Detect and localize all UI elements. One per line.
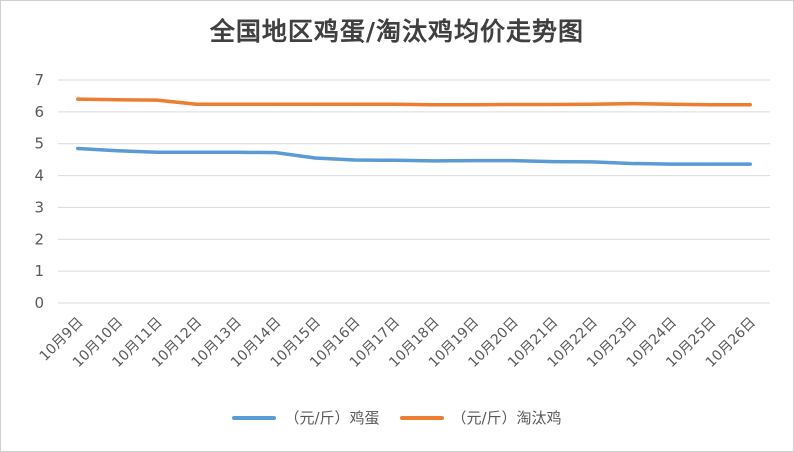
data-point-eggs (748, 162, 752, 166)
data-point-eggs (353, 158, 357, 162)
data-point-culled-hens (669, 102, 673, 106)
data-point-culled-hens (313, 102, 317, 106)
y-tick-label: 1 (34, 262, 44, 280)
data-point-culled-hens (194, 102, 198, 106)
data-point-culled-hens (115, 98, 119, 102)
data-point-eggs (194, 150, 198, 154)
data-point-culled-hens (274, 102, 278, 106)
data-point-eggs (669, 162, 673, 166)
legend-swatch-eggs (232, 415, 277, 420)
data-point-eggs (392, 158, 396, 162)
y-tick-label: 2 (34, 230, 44, 248)
data-point-eggs (274, 151, 278, 155)
y-tick-label: 7 (34, 71, 44, 89)
legend-item-culled-hens: （元/斤）淘汰鸡 (399, 407, 562, 428)
data-point-eggs (155, 150, 159, 154)
y-tick-label: 3 (34, 198, 44, 216)
y-axis-ticks: 0 1 2 3 4 5 6 7 (34, 71, 44, 312)
data-point-eggs (471, 159, 475, 163)
data-point-eggs (313, 156, 317, 160)
y-tick-label: 0 (34, 294, 44, 312)
legend-item-eggs: （元/斤）鸡蛋 (232, 407, 380, 428)
data-point-eggs (630, 162, 634, 165)
data-point-culled-hens (234, 102, 238, 106)
data-point-culled-hens (748, 103, 752, 107)
data-point-culled-hens (511, 103, 515, 106)
y-tick-label: 4 (34, 167, 44, 185)
y-tick-label: 5 (34, 135, 44, 153)
data-point-culled-hens (353, 102, 357, 106)
chart-title: 全国地区鸡蛋/淘汰鸡均价走势图 (209, 17, 585, 46)
data-point-eggs (709, 162, 713, 166)
data-point-eggs (234, 150, 238, 154)
data-point-culled-hens (709, 103, 713, 107)
legend: （元/斤）鸡蛋 （元/斤）淘汰鸡 (0, 407, 794, 428)
data-point-culled-hens (590, 102, 594, 106)
data-point-culled-hens (155, 98, 159, 102)
legend-label-eggs: （元/斤）鸡蛋 (284, 409, 380, 427)
legend-swatch-culled-hens (399, 415, 444, 420)
data-point-culled-hens (630, 102, 634, 106)
data-point-culled-hens (432, 103, 436, 107)
series-line-culled-hens (76, 97, 752, 107)
x-axis-ticks: 10月9日10月10日10月11日10月12日10月13日10月14日10月15… (37, 315, 759, 371)
data-point-culled-hens (76, 97, 80, 101)
data-point-eggs (115, 149, 119, 153)
data-point-eggs (550, 160, 554, 164)
y-tick-label: 6 (34, 103, 44, 121)
data-point-culled-hens (471, 103, 475, 107)
data-point-eggs (590, 160, 594, 164)
legend-label-culled-hens: （元/斤）淘汰鸡 (451, 409, 562, 427)
data-point-eggs (432, 159, 436, 163)
data-point-culled-hens (550, 103, 554, 106)
series-lines (76, 97, 752, 166)
gridlines (58, 79, 770, 304)
data-point-eggs (76, 147, 80, 150)
data-point-eggs (511, 159, 515, 163)
data-point-culled-hens (392, 102, 396, 106)
series-line-eggs (76, 146, 752, 166)
